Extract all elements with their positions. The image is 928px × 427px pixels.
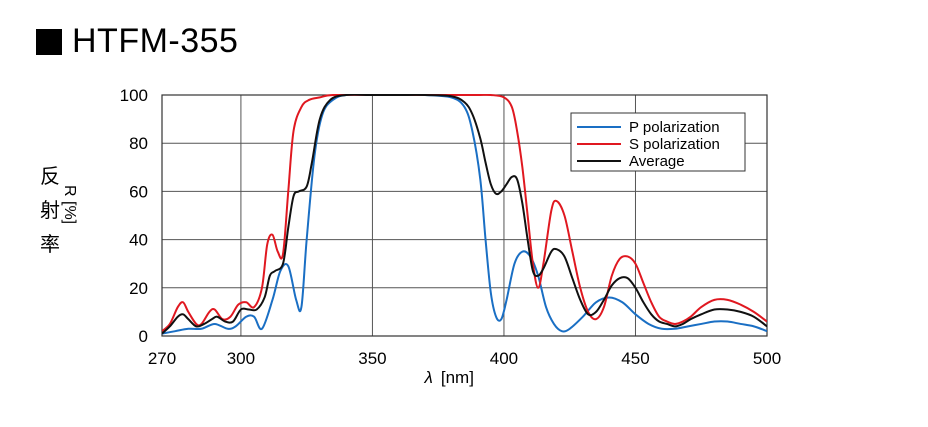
title-square-icon — [36, 28, 62, 55]
y-tick-label: 0 — [139, 327, 148, 346]
side-label-char: 率 — [40, 234, 60, 256]
series-line-average — [162, 94, 767, 335]
x-tick-label: 350 — [358, 349, 386, 368]
side-label-reflectance: 反 射 率 — [38, 160, 62, 262]
chart-title: HTFM-355 — [36, 22, 238, 61]
x-tick-label: 270 — [148, 349, 176, 368]
legend-label: S polarization — [629, 136, 720, 153]
x-axis-label: λ [nm] — [424, 368, 474, 387]
series-group — [162, 94, 767, 335]
y-tick-label: 20 — [129, 279, 148, 298]
x-tick-label: 500 — [753, 349, 781, 368]
side-label-char: 射 — [40, 200, 60, 222]
series-line-s-polarization — [162, 94, 767, 332]
legend-label: P polarization — [629, 119, 720, 136]
series-line-p-polarization — [162, 94, 767, 335]
legend-label: Average — [629, 153, 685, 170]
y-tick-label: 60 — [129, 182, 148, 201]
x-tick-label: 450 — [621, 349, 649, 368]
y-tick-label: 100 — [120, 86, 148, 105]
x-tick-label: 300 — [227, 349, 255, 368]
page-title: HTFM-355 — [72, 22, 239, 60]
y-tick-label: 80 — [129, 134, 148, 153]
x-tick-label: 400 — [490, 349, 518, 368]
y-tick-label: 40 — [129, 231, 148, 250]
side-label-char: 反 — [40, 166, 60, 188]
